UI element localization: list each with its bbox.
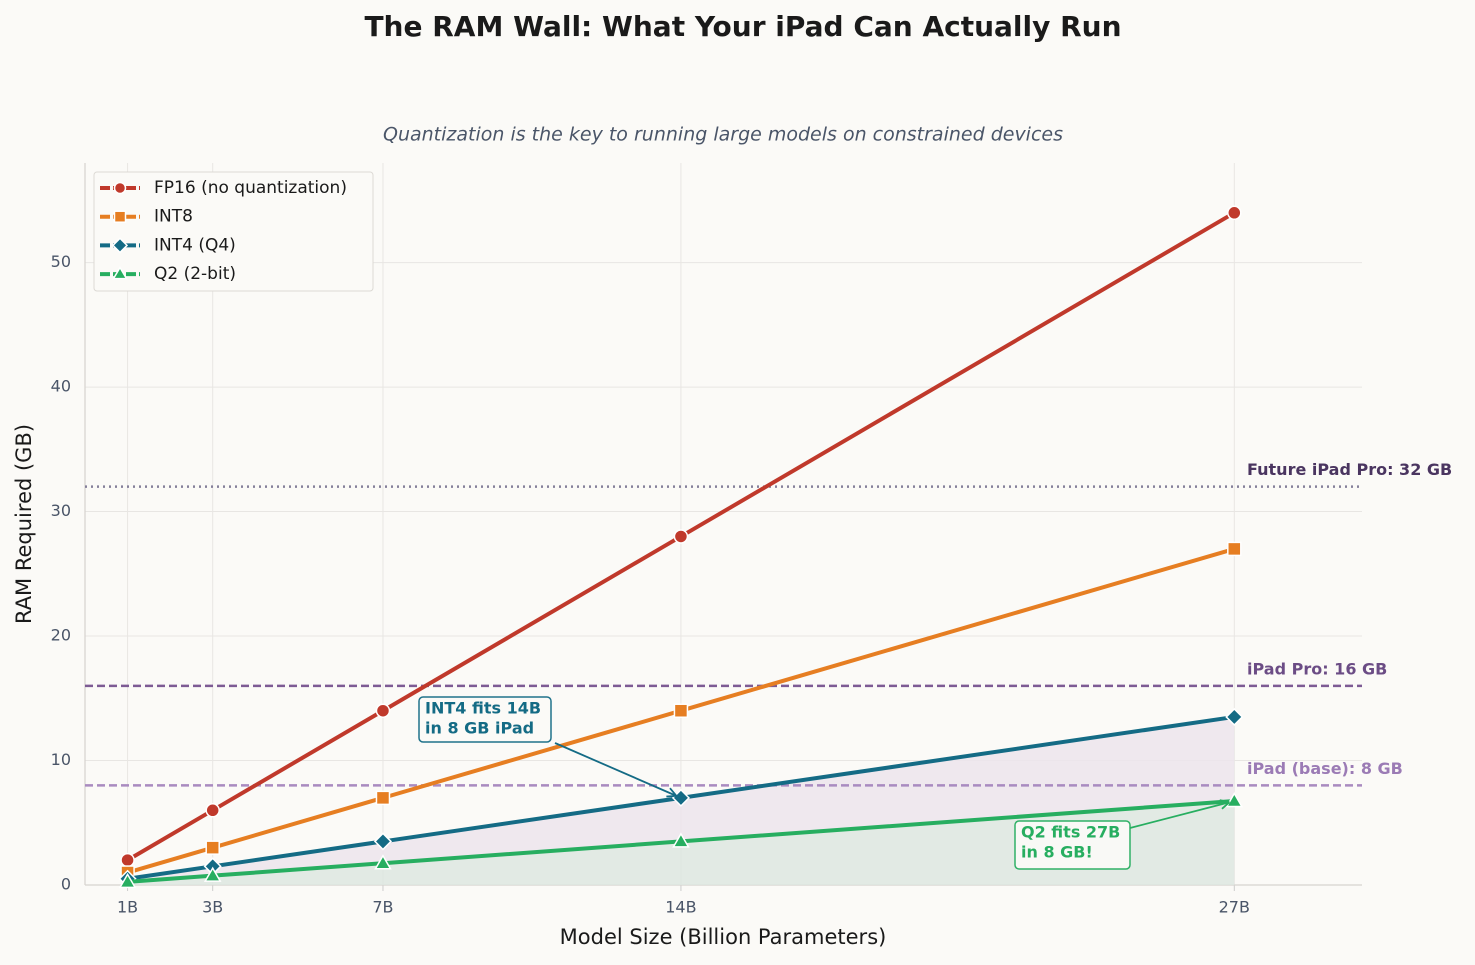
y-tick-label: 40 [51,377,71,396]
chart-title: The RAM Wall: What Your iPad Can Actuall… [364,10,1121,43]
marker [1227,541,1242,557]
marker [1227,205,1242,221]
reference-label: iPad Pro: 16 GB [1247,659,1387,678]
arrow-head [666,787,678,798]
annotation-box [1014,820,1131,870]
x-tick-label: 27B [1219,898,1250,917]
legend: FP16 (no quantization) INT8 INT4 (Q4) Q2 (2… [93,171,374,292]
x-axis-label: Model Size (Billion Parameters) [560,925,887,949]
marker [112,266,128,280]
y-tick-label: 10 [51,750,71,769]
legend-label: INT4 (Q4) [154,235,236,255]
marker [672,832,690,848]
marker [673,703,689,718]
reference-label: iPad (base): 8 GB [1247,759,1403,778]
reference-label: Future iPad Pro: 32 GB [1247,460,1452,479]
legend-label: FP16 (no quantization) [154,178,347,198]
legend-box [93,171,374,292]
annotation-arrow [554,742,677,797]
marker [118,872,137,889]
marker [113,210,127,223]
annotation-text: INT4 fits 14B [425,699,541,718]
arrow-head [1219,799,1231,810]
annotation-text: Q2 fits 27B [1021,823,1120,842]
annotation-text: in 8 GB iPad [425,719,534,738]
marker [111,237,129,254]
marker [203,866,222,882]
chart-subtitle: Quantization is the key to running large… [383,124,1063,146]
marker [1225,707,1244,727]
marker [205,803,220,818]
x-tick-label: 14B [665,898,696,917]
marker [374,854,392,870]
marker [375,703,391,718]
legend-label: INT8 [154,207,193,227]
y-tick-label: 50 [51,252,71,271]
annotation-text: in 8 GB! [1021,843,1093,862]
x-tick-label: 1B [117,898,138,917]
marker [373,832,393,851]
marker [1225,791,1244,808]
annotation-arrow [1129,801,1230,829]
y-axis-label: RAM Required (GB) [12,424,36,624]
annotation-box [418,696,552,743]
plot-area: 0 10 20 30 40 50 1B 3B 7B 14B 27B Future iPad Pro: … [51,163,1452,917]
marker [205,840,220,855]
marker [673,529,689,544]
x-tick-label: 3B [202,898,223,917]
y-tick-label: 20 [51,626,71,645]
marker [120,852,135,868]
y-tick-label: 0 [61,875,71,894]
y-tick-label: 30 [51,501,71,520]
marker [113,181,127,195]
marker [375,790,391,806]
x-tick-label: 7B [372,898,393,917]
legend-label: Q2 (2-bit) [154,264,236,284]
